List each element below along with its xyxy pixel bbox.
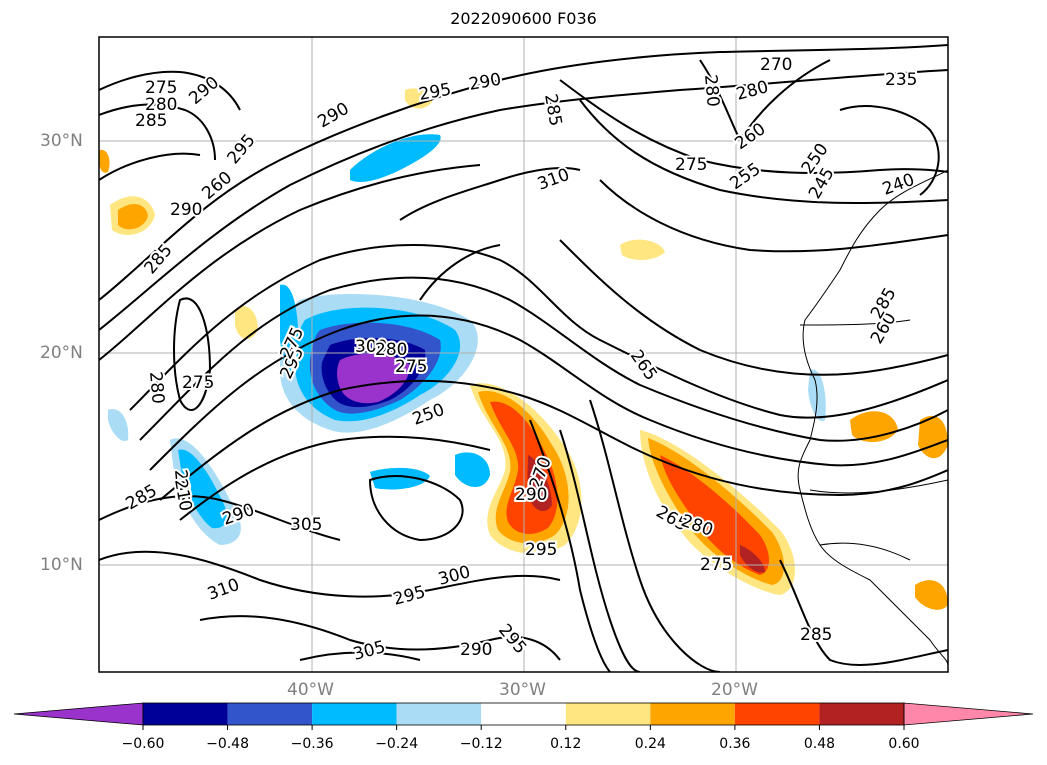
- contour-label: 240: [880, 170, 917, 200]
- gridlines: [99, 37, 948, 672]
- colorbar-tick-label: −0.24: [375, 736, 419, 752]
- contour-label: 270: [760, 55, 792, 75]
- lat-label-20n: 20°N: [40, 343, 83, 363]
- contour-label: 285: [123, 481, 161, 515]
- contour-label: 280: [145, 371, 168, 405]
- colorbar-tick-label: 0.48: [803, 736, 836, 752]
- contour-label: 285: [800, 625, 832, 645]
- colorbar-tick-label: 0.60: [888, 736, 920, 752]
- pos-spot6: [405, 88, 432, 109]
- neg-field-small5: [370, 467, 430, 490]
- contour-label: 255: [726, 159, 764, 194]
- contour-label: 295: [494, 620, 530, 658]
- lon-label-20w: 20°W: [711, 680, 758, 700]
- contour-label: 310: [205, 575, 242, 605]
- contour-label: 235: [885, 70, 917, 90]
- colorbar-segment: [143, 703, 228, 725]
- contour-label: 285: [135, 111, 167, 131]
- coastline: [797, 169, 948, 666]
- contour-label: 295: [417, 80, 452, 105]
- colorbar-segment: [312, 703, 397, 725]
- colorbar-segment: [565, 703, 651, 725]
- colorbar-tick-label: 0.24: [634, 736, 666, 752]
- lat-label-10n: 10°N: [40, 555, 83, 575]
- lon-label-30w: 30°W: [499, 680, 546, 700]
- pos-band-048: [740, 545, 765, 573]
- contour-label: 280: [375, 340, 407, 360]
- neg-field-small8: [108, 409, 129, 441]
- pos-spot8: [99, 149, 110, 173]
- pos-band-036: [660, 455, 769, 575]
- contour-label: 275: [395, 357, 427, 377]
- colorbar-tick-label: −0.36: [290, 736, 334, 752]
- contour-label: 275: [700, 555, 732, 575]
- colorbar-segment: [819, 703, 904, 725]
- contour-label: 290: [315, 99, 353, 133]
- contour-label: 290: [467, 70, 502, 95]
- contour-label: 290: [170, 200, 202, 220]
- pos-spot7: [915, 580, 948, 610]
- colorbar-tick-label: −0.60: [121, 736, 165, 752]
- neg-field-060: [337, 353, 410, 404]
- contour-label: 295: [391, 582, 428, 610]
- contour-label: 290: [515, 485, 547, 505]
- contour-label: 290: [460, 640, 492, 660]
- colorbar-segment: [396, 703, 482, 725]
- contour-label: 275: [182, 373, 214, 393]
- contour-label: 265: [170, 469, 193, 503]
- colorbar-segment: [481, 703, 566, 725]
- colorbar-segment: [734, 703, 820, 725]
- contour-label: 280: [734, 77, 771, 105]
- colorbar-max-extend: [903, 702, 1034, 726]
- colorbar-tick-label: −0.48: [206, 736, 249, 752]
- colorbar-tick-label: 0.36: [719, 736, 751, 752]
- contour-label: 285: [540, 92, 565, 127]
- shaded-fields: [99, 88, 948, 610]
- colorbar-tick-label: −0.12: [459, 736, 503, 752]
- contour-label: 285: [141, 240, 177, 278]
- colorbar-segment: [227, 703, 313, 725]
- colorbar-tick-label: 0.12: [550, 736, 582, 752]
- colorbar-segment: [650, 703, 735, 725]
- pos-spot5: [235, 306, 258, 340]
- contour-label: 295: [224, 130, 260, 168]
- contour-label: 300: [436, 562, 473, 590]
- neg-field-small4: [350, 134, 441, 182]
- contour-label: 280: [145, 95, 177, 115]
- contour-label: 265: [626, 346, 661, 384]
- colorbar-min-extend: [13, 702, 144, 726]
- colorbar: [13, 702, 1034, 730]
- pos-field-048: [527, 455, 552, 512]
- contour-label: 280: [700, 74, 723, 108]
- neg-field-small6: [455, 452, 490, 488]
- contour-label: 260: [731, 119, 769, 154]
- neg-field-small3: [178, 449, 227, 529]
- pos-spot4: [620, 239, 665, 260]
- plot-frame: [98, 36, 949, 673]
- contour-label: 305: [290, 515, 322, 535]
- contour-label: 210: [170, 477, 195, 512]
- contour-label: 260: [198, 168, 236, 204]
- contour-label: 275: [145, 78, 177, 98]
- contour-label: 295: [525, 540, 557, 560]
- neg-field-small1: [280, 284, 299, 378]
- colorbar-frame: [142, 702, 905, 726]
- pos-spot1b: [118, 204, 148, 230]
- contour-lines: [99, 44, 948, 672]
- contour-label: 275: [675, 155, 707, 175]
- contour-label: 290: [185, 73, 223, 109]
- lat-label-30n: 30°N: [40, 131, 83, 151]
- lon-label-40w: 40°W: [287, 680, 334, 700]
- map-title: 2022090600 F036: [450, 9, 597, 28]
- contour-label: 300: [355, 337, 387, 357]
